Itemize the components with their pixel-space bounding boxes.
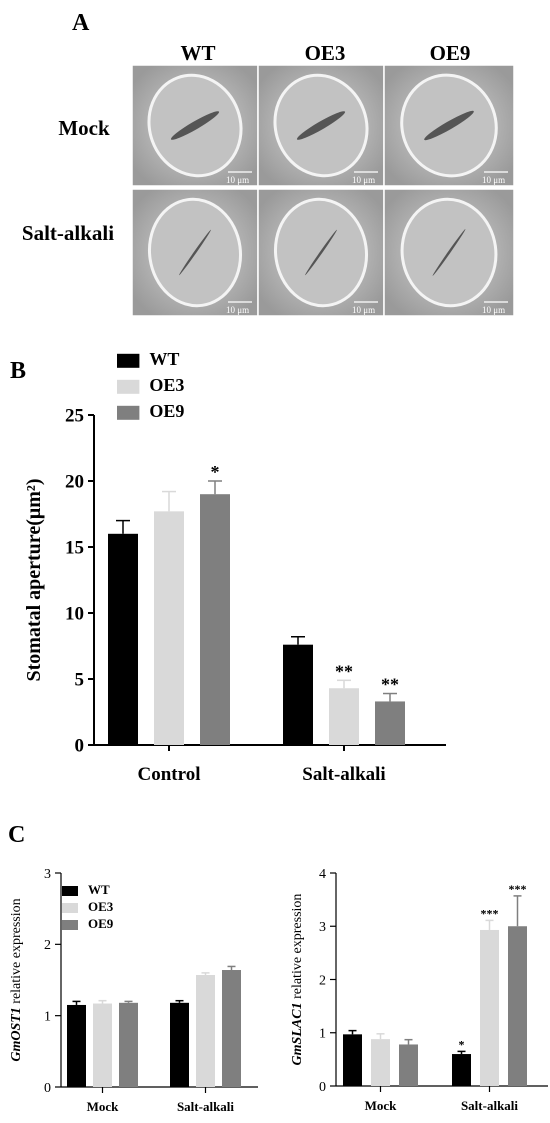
bar-oe9-mock — [119, 1002, 138, 1087]
legend-label-wt: WT — [149, 349, 179, 369]
panel-b-letter: B — [10, 358, 26, 384]
y-tick-label: 25 — [65, 406, 84, 427]
y-tick-label: 15 — [65, 538, 84, 559]
row-label-salt-alkali: Salt-alkali — [22, 221, 114, 245]
category-label: Salt-alkali — [461, 1098, 518, 1113]
legend-label-oe3: OE3 — [149, 375, 184, 395]
y-tick-label: 0 — [319, 1080, 326, 1095]
y-tick-label: 5 — [75, 670, 85, 691]
y-axis-label: GmSLAC1 relative expression — [290, 894, 305, 1066]
y-tick-label: 0 — [75, 736, 85, 757]
significance-label: * — [211, 462, 220, 482]
bar-wt-salt-alkali — [283, 644, 313, 745]
panel-a-letter: A — [72, 10, 90, 36]
scale-bar-label: 10 μm — [226, 305, 249, 315]
y-axis-label: Stomatal aperture(μm²) — [23, 478, 45, 681]
y-tick-label: 20 — [65, 472, 84, 493]
legend-swatch-oe3 — [62, 903, 78, 913]
column-label-oe3: OE3 — [305, 41, 346, 65]
significance-label: ** — [381, 675, 399, 695]
stomatal-pore — [296, 111, 346, 140]
stomatal-pore — [170, 111, 220, 140]
significance-label: * — [459, 1037, 465, 1051]
bar-oe3-salt-alkali — [480, 929, 499, 1086]
legend-label-wt: WT — [88, 882, 110, 897]
stomatal-pore — [424, 110, 474, 141]
bar-oe3-mock — [93, 1003, 112, 1087]
bar-wt-control — [108, 533, 138, 745]
stomatal-pore — [432, 229, 466, 276]
legend-swatch-wt — [117, 353, 140, 368]
legend-swatch-wt — [62, 886, 78, 896]
stomatal-pore — [305, 229, 337, 276]
significance-label: *** — [481, 906, 499, 920]
y-tick-label: 10 — [65, 604, 84, 625]
scale-bar-label: 10 μm — [482, 175, 505, 185]
bar-wt-salt-alkali — [452, 1054, 471, 1086]
bar-oe9-salt-alkali — [222, 970, 241, 1087]
micrograph-salt-alkali-oe3: 10 μm — [257, 188, 385, 317]
bar-oe9-salt-alkali — [375, 701, 405, 745]
y-tick-label: 1 — [44, 1010, 51, 1025]
micrograph-salt-alkali-oe9: 10 μm — [383, 188, 515, 317]
category-label: Salt-alkali — [302, 764, 385, 785]
category-label: Mock — [87, 1099, 120, 1114]
y-tick-label: 1 — [319, 1027, 326, 1042]
micrograph-mock-wt: 10 μm — [131, 64, 259, 187]
bar-wt-mock — [67, 1004, 86, 1087]
scale-bar-label: 10 μm — [482, 305, 505, 315]
bar-wt-mock — [343, 1034, 362, 1086]
bar-oe9-mock — [399, 1044, 418, 1086]
scale-bar-label: 10 μm — [226, 175, 249, 185]
micrograph-mock-oe9: 10 μm — [383, 64, 515, 187]
chart-stomatal-aperture: 0 5 10 15 20 25 Stomatal aperture(μm²) * Control… — [23, 349, 446, 785]
bar-oe9-salt-alkali — [508, 926, 527, 1086]
column-label-oe9: OE9 — [430, 41, 471, 65]
y-tick-label: 3 — [44, 867, 51, 882]
bar-oe3-salt-alkali — [196, 975, 215, 1087]
bar-oe3-salt-alkali — [329, 688, 359, 745]
panel-c-letter: C — [8, 822, 25, 848]
micrograph-mock-oe3: 10 μm — [257, 64, 385, 187]
micrograph-grid: 10 μm 10 μm 10 μm 10 μm 10 μm 10 μm — [131, 64, 515, 317]
legend-label-oe3: OE3 — [88, 899, 114, 914]
legend-swatch-oe3 — [117, 379, 140, 394]
category-label: Control — [138, 764, 201, 785]
bar-oe9-control — [200, 494, 230, 745]
bar-wt-salt-alkali — [170, 1002, 189, 1087]
legend-label-oe9: OE9 — [88, 916, 114, 931]
y-tick-label: 2 — [319, 973, 326, 988]
chart-gmost1-expression: 0 1 2 3 GmOST1 relative expression Mock Salt-a… — [9, 867, 258, 1114]
stomatal-pore — [179, 229, 211, 276]
scale-bar-label: 10 μm — [352, 175, 375, 185]
category-label: Mock — [365, 1098, 398, 1113]
bar-oe3-mock — [371, 1039, 390, 1086]
significance-label: ** — [335, 661, 353, 681]
y-axis-label: GmOST1 relative expression — [9, 898, 24, 1061]
y-tick-label: 4 — [319, 867, 326, 882]
bar-oe3-control — [154, 511, 184, 745]
category-label: Salt-alkali — [177, 1099, 234, 1114]
legend-swatch-oe9 — [62, 920, 78, 930]
legend-swatch-oe9 — [117, 405, 140, 420]
row-label-mock: Mock — [58, 116, 110, 140]
legend-label-oe9: OE9 — [149, 401, 184, 421]
scale-bar-label: 10 μm — [352, 305, 375, 315]
y-tick-label: 3 — [319, 920, 326, 935]
significance-label: *** — [509, 882, 527, 896]
y-tick-label: 2 — [44, 938, 51, 953]
column-label-wt: WT — [180, 41, 215, 65]
micrograph-salt-alkali-wt: 10 μm — [131, 188, 259, 317]
y-tick-label: 0 — [44, 1081, 51, 1096]
